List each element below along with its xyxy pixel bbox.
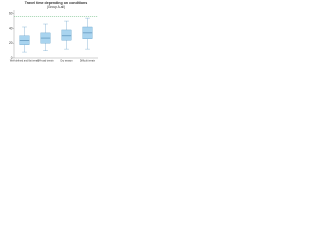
- y-tick-label: 0: [11, 56, 13, 60]
- y-tick-label: 20: [9, 41, 13, 45]
- chart-subtitle: (Group A-all): [47, 5, 65, 9]
- y-tick-label: 60: [9, 12, 13, 16]
- x-tick-label: Difficult terrain: [80, 60, 96, 63]
- chart: Travel time depending on conditions (Gro…: [0, 0, 100, 73]
- x-tick-label: Off-road terrain: [37, 60, 54, 63]
- x-tick-label: Well-defined and flat terrain: [10, 60, 40, 63]
- y-tick-label: 40: [9, 26, 13, 30]
- box: [61, 29, 72, 41]
- chart-title: Travel time depending on conditions: [25, 1, 88, 5]
- x-tick-label: Dry season: [60, 60, 73, 63]
